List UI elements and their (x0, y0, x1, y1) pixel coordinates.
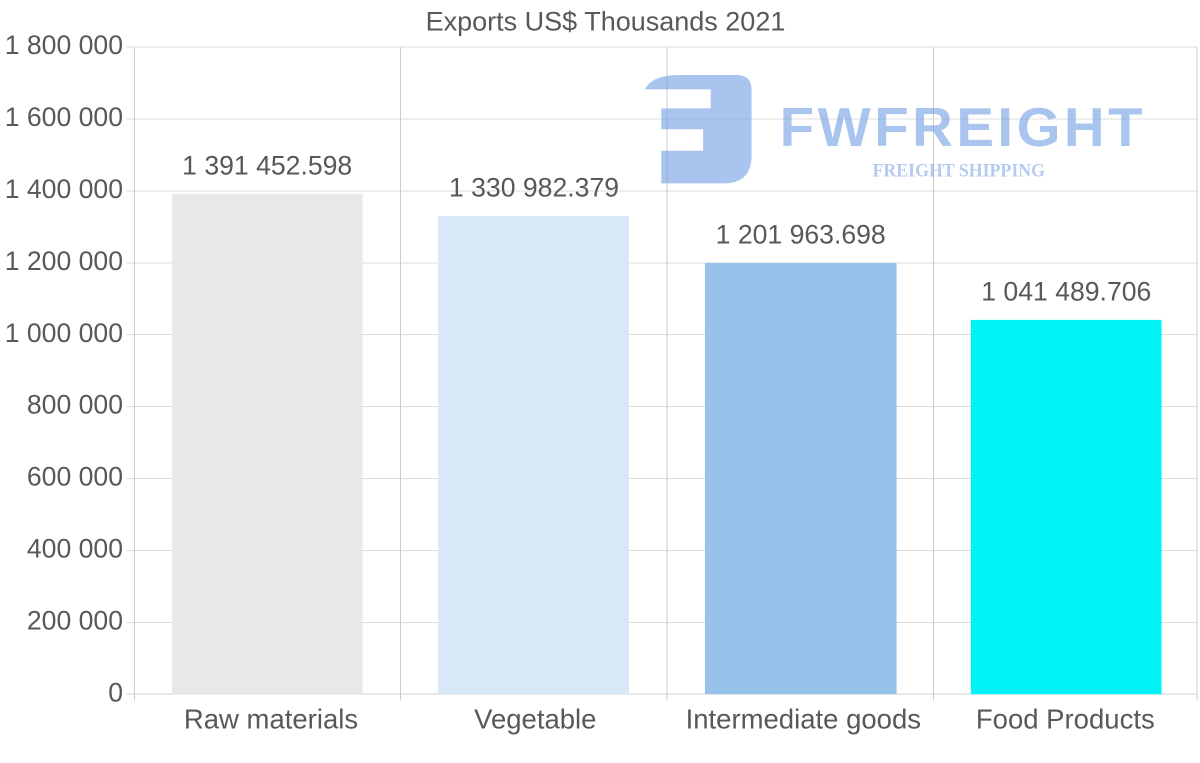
svg-text:1 400 000: 1 400 000 (5, 174, 123, 204)
svg-text:Exports US$ Thousands 2021: Exports US$ Thousands 2021 (426, 7, 786, 37)
svg-text:1 600 000: 1 600 000 (5, 102, 123, 132)
svg-text:400 000: 400 000 (27, 534, 123, 564)
svg-text:1 800 000: 1 800 000 (5, 30, 123, 60)
svg-text:1 041 489.706: 1 041 489.706 (981, 277, 1151, 307)
svg-text:Intermediate goods: Intermediate goods (686, 704, 921, 735)
svg-text:FREIGHT SHIPPING: FREIGHT SHIPPING (873, 160, 1046, 181)
svg-text:1 330 982.379: 1 330 982.379 (449, 173, 619, 203)
svg-text:1 000 000: 1 000 000 (5, 318, 123, 348)
svg-text:200 000: 200 000 (27, 605, 123, 635)
svg-text:Raw materials: Raw materials (184, 704, 358, 735)
svg-text:FWFREIGHT: FWFREIGHT (780, 96, 1146, 158)
svg-text:0: 0 (108, 677, 123, 707)
svg-text:1 201 963.698: 1 201 963.698 (716, 220, 886, 250)
svg-text:Food Products: Food Products (976, 704, 1155, 735)
svg-text:Vegetable: Vegetable (474, 704, 596, 735)
svg-text:1 200 000: 1 200 000 (5, 246, 123, 276)
svg-text:1 391 452.598: 1 391 452.598 (182, 151, 352, 181)
svg-text:800 000: 800 000 (27, 390, 123, 420)
svg-text:600 000: 600 000 (27, 462, 123, 492)
